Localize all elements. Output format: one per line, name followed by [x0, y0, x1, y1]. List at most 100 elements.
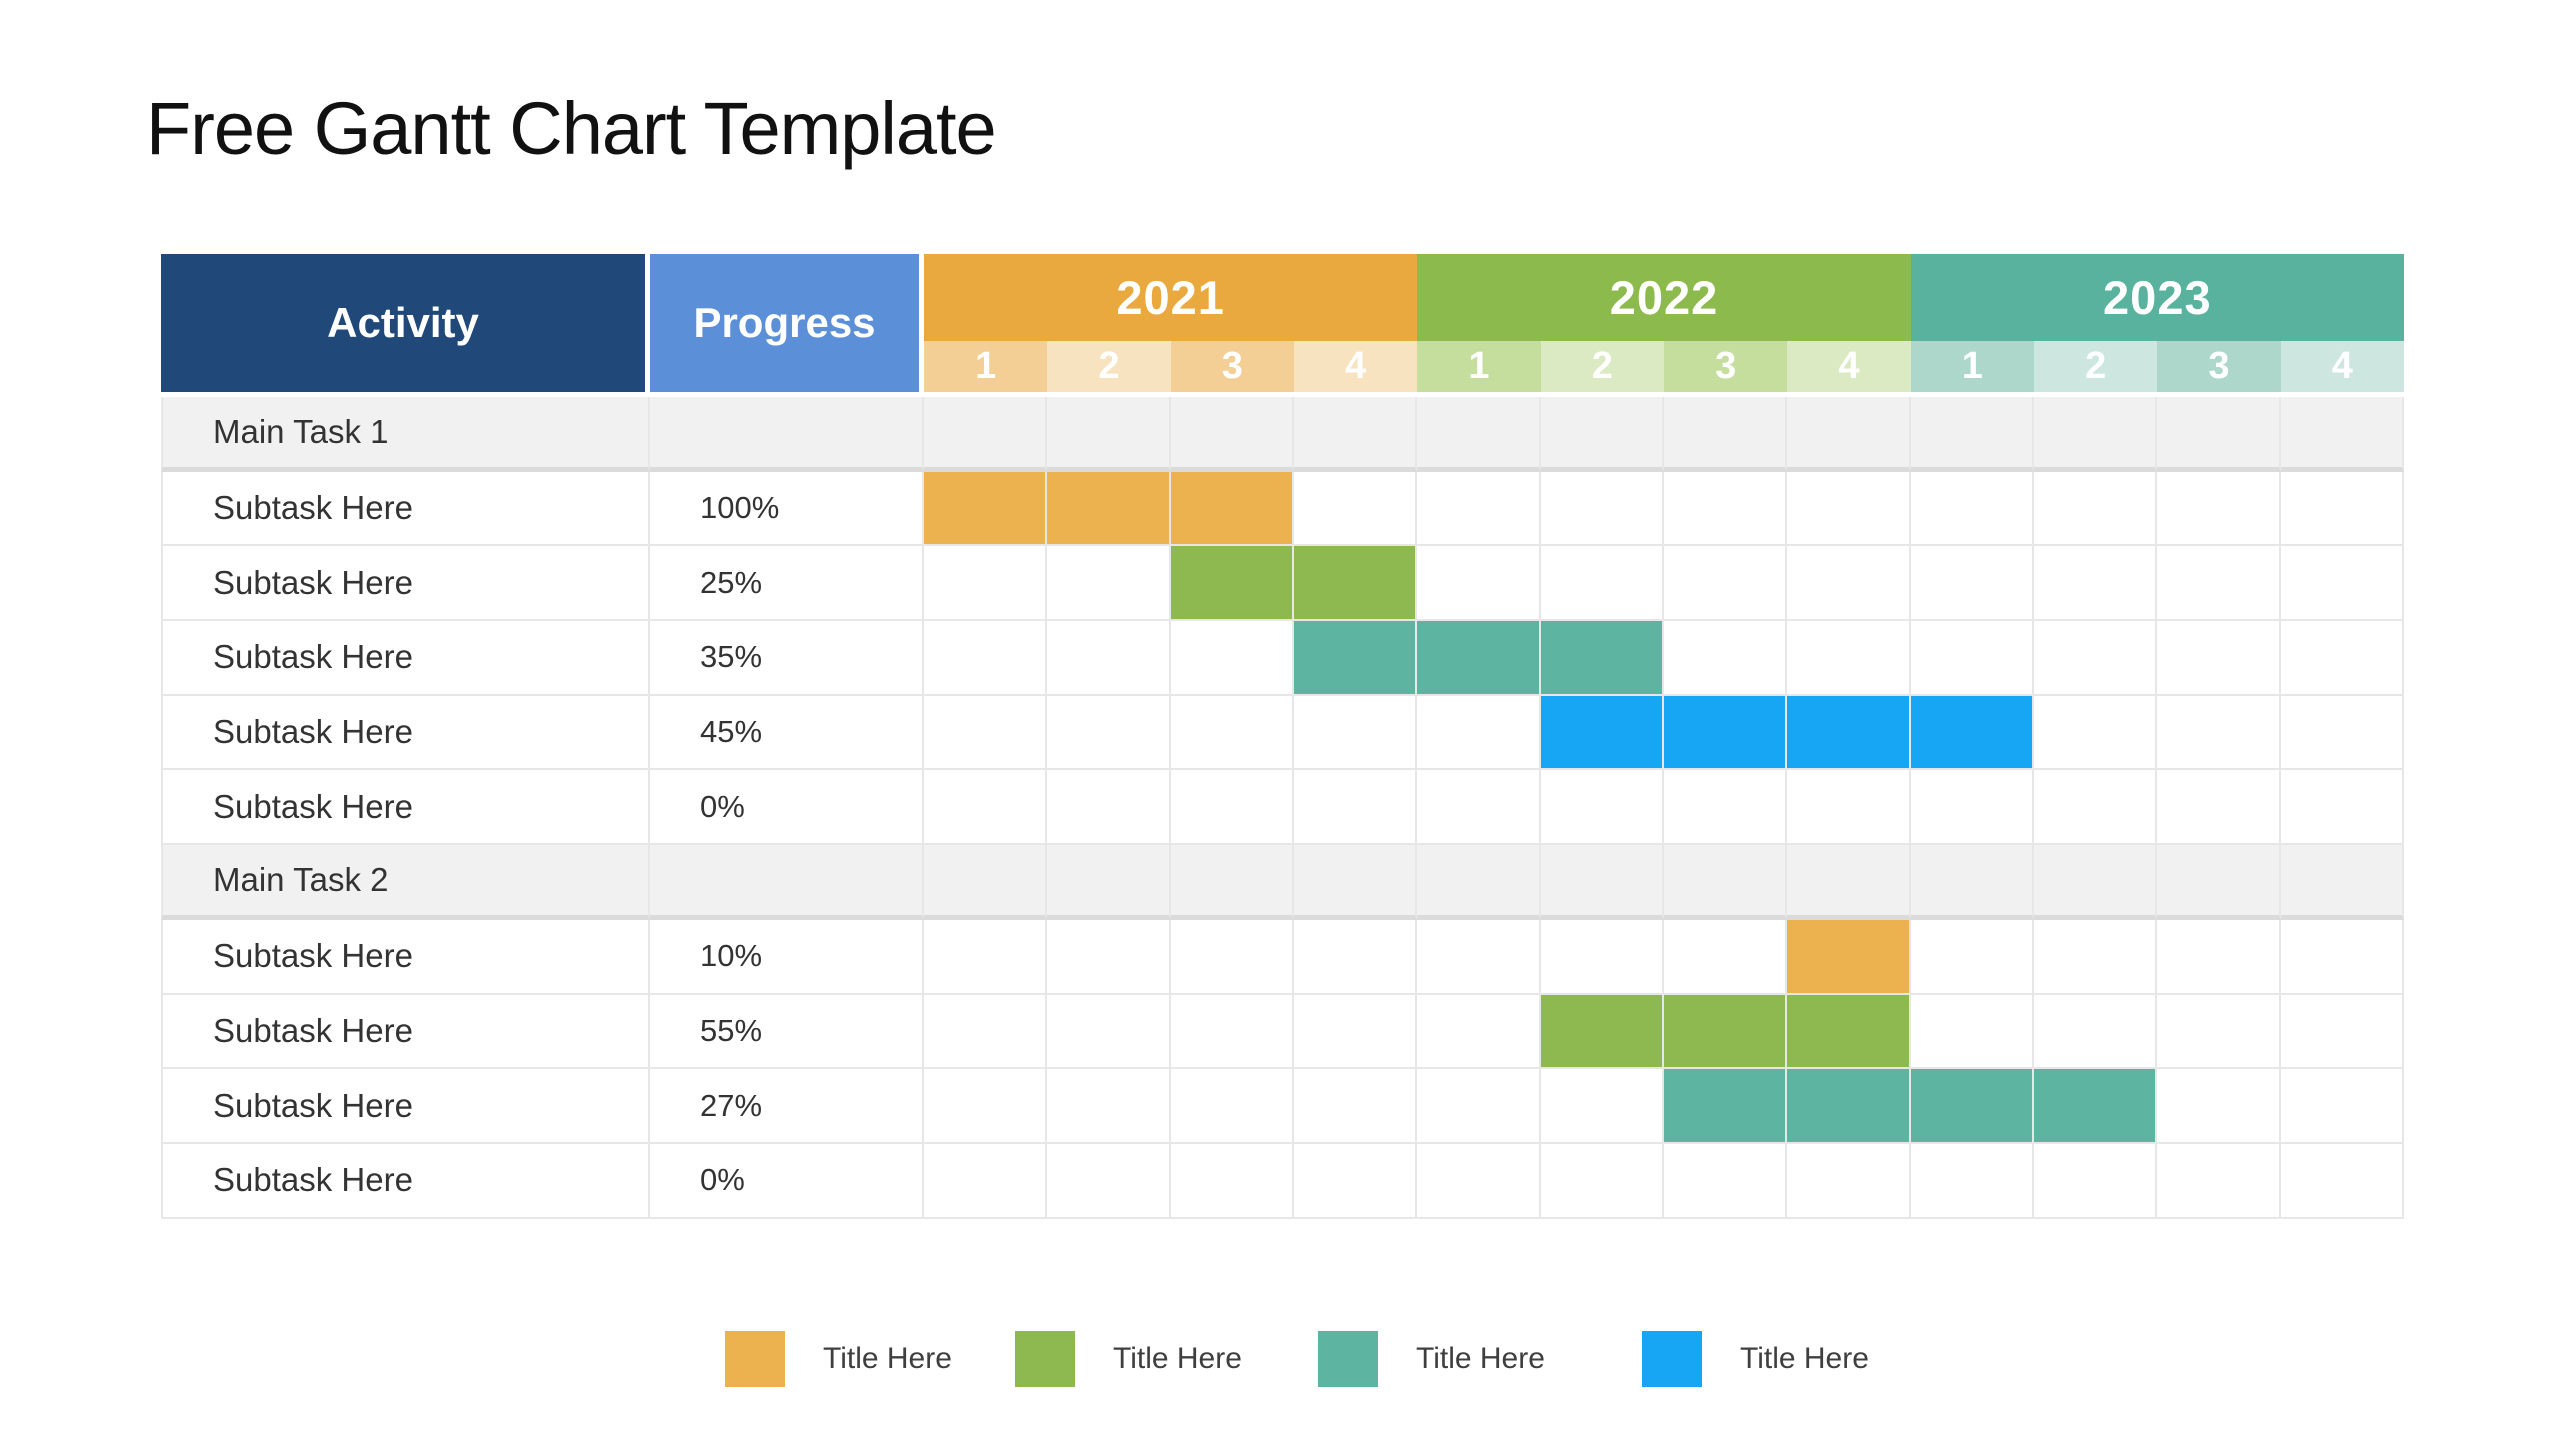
task-progress-value: 10% — [650, 919, 924, 995]
task-progress-value — [650, 397, 924, 472]
quarter-header-2023-q1: 1 — [1910, 341, 2034, 397]
gantt-cell — [2280, 695, 2404, 771]
gantt-bar-segment-teal — [1664, 1069, 1788, 1144]
gantt-cell — [1664, 397, 1788, 472]
gantt-cell — [2280, 994, 2404, 1070]
gantt-bar-segment-blue — [1787, 695, 1911, 771]
gantt-bar-segment-orange — [1170, 471, 1294, 547]
gantt-cell — [2280, 770, 2404, 846]
task-row-label: Subtask Here — [161, 770, 650, 846]
gantt-table: Activity Progress 2021 2022 2023 1 2 3 4 1 2 3 4 1 2 3 4… — [161, 254, 2404, 1219]
task-row-label: Subtask Here — [161, 1069, 650, 1144]
gantt-bar-segment-teal — [1417, 621, 1541, 696]
gantt-cell — [2034, 546, 2158, 622]
gantt-cell — [1047, 845, 1171, 920]
gantt-bar-segment-green — [1787, 994, 1911, 1070]
gantt-cell — [1170, 1069, 1294, 1144]
gantt-cell — [1540, 471, 1664, 547]
legend-swatch-teal — [1318, 1331, 1378, 1387]
gantt-cell — [1787, 845, 1911, 920]
task-progress-value: 55% — [650, 994, 924, 1070]
gantt-cell — [1047, 1143, 1171, 1219]
legend-swatch-orange — [725, 1331, 785, 1387]
gantt-cell — [2280, 845, 2404, 920]
gantt-cell — [1910, 845, 2034, 920]
gantt-cell — [1417, 471, 1541, 547]
gantt-bar-segment-green — [1170, 546, 1294, 622]
quarter-header-2022-q2: 2 — [1540, 341, 1664, 397]
task-progress-value: 27% — [650, 1069, 924, 1144]
gantt-cell — [1170, 621, 1294, 696]
gantt-cell — [1170, 845, 1294, 920]
task-row-label: Subtask Here — [161, 471, 650, 547]
gantt-cell — [1417, 994, 1541, 1070]
gantt-cell — [1787, 397, 1911, 472]
gantt-cell — [1664, 919, 1788, 995]
gantt-cell — [2157, 994, 2281, 1070]
gantt-cell — [2157, 397, 2281, 472]
gantt-cell — [1910, 546, 2034, 622]
task-progress-value: 0% — [650, 770, 924, 846]
gantt-cell — [1417, 546, 1541, 622]
task-progress-value: 45% — [650, 695, 924, 771]
gantt-cell — [924, 621, 1048, 696]
gantt-cell — [1294, 397, 1418, 472]
gantt-cell — [2157, 770, 2281, 846]
gantt-cell — [2034, 471, 2158, 547]
task-progress-value — [650, 845, 924, 920]
gantt-cell — [2034, 770, 2158, 846]
gantt-cell — [1047, 397, 1171, 472]
gantt-cell — [1540, 546, 1664, 622]
gantt-cell — [1787, 770, 1911, 846]
gantt-bar-segment-teal — [1540, 621, 1664, 696]
task-row-label: Subtask Here — [161, 1143, 650, 1219]
gantt-cell — [1294, 471, 1418, 547]
gantt-cell — [1540, 845, 1664, 920]
gantt-bar-segment-orange — [1047, 471, 1171, 547]
gantt-cell — [1540, 919, 1664, 995]
gantt-cell — [1910, 471, 2034, 547]
gantt-cell — [1910, 919, 2034, 995]
gantt-cell — [2034, 397, 2158, 472]
gantt-cell — [2157, 546, 2281, 622]
gantt-bar-segment-green — [1664, 994, 1788, 1070]
gantt-cell — [2034, 1143, 2158, 1219]
gantt-cell — [2034, 994, 2158, 1070]
gantt-cell — [1294, 919, 1418, 995]
activity-column-header: Activity — [161, 254, 650, 397]
gantt-cell — [2280, 471, 2404, 547]
quarter-header-2023-q2: 2 — [2034, 341, 2158, 397]
gantt-cell — [1047, 695, 1171, 771]
task-progress-value: 25% — [650, 546, 924, 622]
gantt-cell — [2157, 919, 2281, 995]
gantt-cell — [1664, 1143, 1788, 1219]
gantt-cell — [2280, 1069, 2404, 1144]
gantt-cell — [1170, 695, 1294, 771]
gantt-cell — [2034, 845, 2158, 920]
gantt-cell — [1664, 471, 1788, 547]
gantt-cell — [1294, 695, 1418, 771]
gantt-cell — [1294, 845, 1418, 920]
gantt-cell — [1417, 695, 1541, 771]
quarter-header-2021-q2: 2 — [1047, 341, 1171, 397]
gantt-cell — [1294, 994, 1418, 1070]
gantt-cell — [1664, 621, 1788, 696]
gantt-cell — [1294, 770, 1418, 846]
gantt-cell — [1417, 919, 1541, 995]
gantt-cell — [2280, 546, 2404, 622]
group-row-label: Main Task 2 — [161, 845, 650, 920]
gantt-cell — [2034, 621, 2158, 696]
gantt-cell — [1787, 471, 1911, 547]
gantt-cell — [924, 1069, 1048, 1144]
task-row-label: Subtask Here — [161, 994, 650, 1070]
gantt-cell — [924, 845, 1048, 920]
gantt-bar-segment-green — [1540, 994, 1664, 1070]
gantt-bar-segment-teal — [1787, 1069, 1911, 1144]
gantt-cell — [1417, 1143, 1541, 1219]
gantt-cell — [1910, 994, 2034, 1070]
gantt-bar-segment-teal — [1294, 621, 1418, 696]
task-progress-value: 100% — [650, 471, 924, 547]
gantt-cell — [924, 397, 1048, 472]
quarter-header-2022-q3: 3 — [1664, 341, 1788, 397]
gantt-cell — [1540, 397, 1664, 472]
